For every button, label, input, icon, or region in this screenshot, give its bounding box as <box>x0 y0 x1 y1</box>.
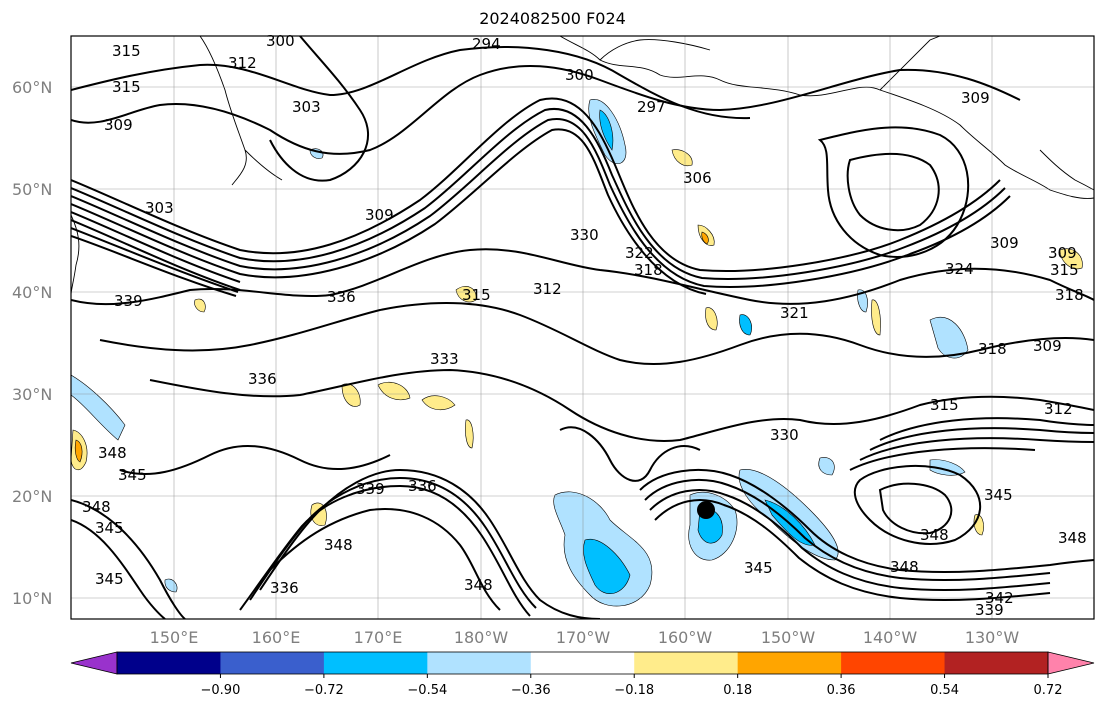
colorbar-tick-label: 0.36 <box>827 683 856 698</box>
colorbar-extend-max <box>1047 651 1095 675</box>
contour-label: 303 <box>292 98 321 116</box>
contour-label: 345 <box>95 519 124 537</box>
colorbar-extend-min <box>70 651 118 675</box>
contour-label: 297 <box>637 98 666 116</box>
contour-label: 348 <box>1058 529 1087 547</box>
colorbar-tick-label: 0.18 <box>723 683 752 698</box>
storm-center-marker <box>697 501 715 519</box>
blue-anomaly-east <box>929 317 969 359</box>
contour-label: 348 <box>324 536 353 554</box>
lon-label: 150°E <box>150 628 199 647</box>
contour-label: 348 <box>464 576 493 594</box>
colorbar-tick-label: 0.72 <box>1034 683 1063 698</box>
contour-label: 348 <box>98 444 127 462</box>
contour-label: 330 <box>570 226 599 244</box>
contour-label: 348 <box>82 498 111 516</box>
contour-label: 312 <box>228 54 257 72</box>
lon-label: 140°W <box>863 628 918 647</box>
lon-label: 170°W <box>556 628 611 647</box>
colorbar-segment <box>737 652 842 674</box>
colorbar-segment <box>634 652 739 674</box>
lat-label: 60°N <box>12 78 52 97</box>
contour-label-group: 315 315 300 312 294 300 297 309 303 309 … <box>82 32 1087 619</box>
contour-label: 342 <box>985 589 1014 607</box>
contour-label: 339 <box>356 480 385 498</box>
colorbar: −0.90 −0.72 −0.54 −0.36 −0.18 0.18 0.36 0.54 0.7… <box>70 651 1095 698</box>
contour-label: 318 <box>634 261 663 279</box>
contour-label: 309 <box>1033 337 1062 355</box>
lat-label: 10°N <box>12 589 52 608</box>
contour-label: 312 <box>1044 400 1073 418</box>
contour-label: 324 <box>945 260 974 278</box>
contour-label: 345 <box>118 466 147 484</box>
lat-label: 30°N <box>12 385 52 404</box>
map-title: 2024082500 F024 <box>479 9 626 28</box>
colorbar-tick-label: −0.90 <box>201 683 241 698</box>
lon-label: 160°E <box>252 628 301 647</box>
contour-label: 339 <box>975 601 1004 619</box>
longitude-labels: 150°E 160°E 170°E 180°W 170°W 160°W 150°… <box>150 628 1020 647</box>
colorbar-segment <box>117 652 221 674</box>
contour-label: 336 <box>248 370 277 388</box>
contour-label: 303 <box>145 199 174 217</box>
latitude-labels: 60°N 50°N 40°N 30°N 20°N 10°N <box>12 78 52 608</box>
map-plot-area <box>71 36 1094 619</box>
contour-label: 300 <box>565 66 594 84</box>
blue-anomaly-west-coast <box>71 374 126 441</box>
contour-label: 318 <box>978 340 1007 358</box>
contour-label: 348 <box>890 558 919 576</box>
contour-label: 300 <box>266 32 295 50</box>
colorbar-segment <box>427 652 532 674</box>
contour-label: 315 <box>112 42 141 60</box>
contour-label: 294 <box>472 35 501 53</box>
colorbar-segment <box>841 652 946 674</box>
contour-label: 345 <box>744 559 773 577</box>
contour-label: 312 <box>533 280 562 298</box>
lon-label: 130°W <box>965 628 1020 647</box>
lon-label: 170°E <box>354 628 403 647</box>
colorbar-segment <box>220 652 325 674</box>
colorbar-tick-label: −0.36 <box>511 683 551 698</box>
contour-label: 336 <box>327 288 356 306</box>
map-frame <box>70 35 1095 620</box>
contour-label: 345 <box>95 570 124 588</box>
contour-label: 339 <box>114 292 143 310</box>
lon-label: 180°W <box>454 628 509 647</box>
coastlines <box>71 36 1094 296</box>
contour-label: 315 <box>462 286 491 304</box>
contour-label: 321 <box>780 304 809 322</box>
contour-label: 318 <box>1055 286 1084 304</box>
contour-label: 345 <box>984 486 1013 504</box>
contour-label: 333 <box>430 350 459 368</box>
lat-label: 20°N <box>12 487 52 506</box>
colorbar-segment <box>944 652 1049 674</box>
lat-label: 50°N <box>12 180 52 199</box>
colorbar-segment <box>530 652 635 674</box>
contour-label: 348 <box>920 526 949 544</box>
contour-label: 309 <box>1048 244 1077 262</box>
contour-label: 322 <box>625 244 654 262</box>
colorbar-tick-label: −0.72 <box>304 683 344 698</box>
contour-label: 309 <box>961 89 990 107</box>
shaded-anomalies <box>71 99 1083 607</box>
contour-label: 315 <box>930 396 959 414</box>
contour-label: 309 <box>365 206 394 224</box>
colorbar-tick-label: 0.54 <box>930 683 959 698</box>
colorbar-tick-label: −0.18 <box>614 683 654 698</box>
contour-label: 336 <box>408 477 437 495</box>
contour-label: 336 <box>270 579 299 597</box>
contour-label: 309 <box>990 234 1019 252</box>
colorbar-tick-label: −0.54 <box>407 683 447 698</box>
contour-label: 306 <box>683 169 712 187</box>
contour-label: 315 <box>1050 261 1079 279</box>
lon-label: 150°W <box>761 628 816 647</box>
contour-label: 309 <box>104 116 133 134</box>
theta-contours <box>71 36 1094 619</box>
contour-label: 330 <box>770 426 799 444</box>
colorbar-segment <box>323 652 428 674</box>
lat-label: 40°N <box>12 283 52 302</box>
lon-label: 160°W <box>658 628 713 647</box>
contour-label: 315 <box>112 78 141 96</box>
